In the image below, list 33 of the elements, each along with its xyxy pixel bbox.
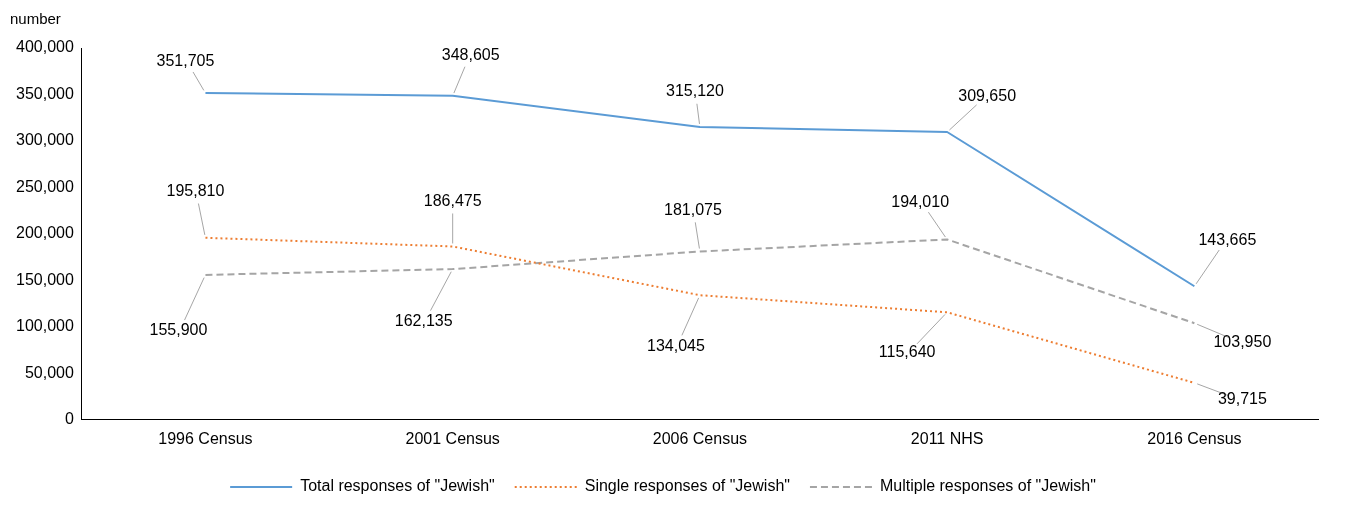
data-label: 155,900	[149, 321, 208, 339]
legend-label: Multiple responses of "Jewish"	[879, 477, 1096, 495]
y-tick-label: 0	[64, 410, 74, 428]
data-label: 194,010	[891, 192, 950, 210]
data-label: 186,475	[423, 191, 482, 209]
data-label: 348,605	[441, 46, 500, 64]
data-label: 134,045	[647, 336, 705, 354]
y-tick-label: 200,000	[15, 224, 74, 242]
data-label: 309,650	[958, 87, 1017, 105]
y-tick-label: 50,000	[24, 363, 74, 381]
y-tick-label: 150,000	[15, 270, 74, 288]
y-tick-label: 100,000	[15, 317, 74, 335]
legend-label: Total responses of "Jewish"	[300, 477, 495, 495]
data-label: 162,135	[394, 311, 453, 329]
data-label: 315,120	[666, 82, 724, 100]
data-label: 103,950	[1213, 332, 1272, 350]
data-label: 181,075	[664, 200, 722, 218]
x-tick-label: 2016 Census	[1147, 429, 1242, 447]
y-tick-label: 350,000	[15, 84, 74, 102]
x-tick-label: 2011 NHS	[910, 429, 984, 447]
data-label: 115,640	[878, 342, 936, 360]
x-tick-label: 1996 Census	[158, 429, 253, 447]
y-tick-label: 400,000	[15, 38, 74, 56]
data-label: 195,810	[166, 182, 225, 200]
x-tick-label: 2001 Census	[405, 429, 500, 447]
y-tick-label: 250,000	[15, 177, 74, 195]
y-axis-title: number	[10, 9, 61, 27]
y-tick-label: 300,000	[15, 131, 74, 149]
data-label: 39,715	[1217, 390, 1267, 408]
data-label: 351,705	[156, 52, 215, 70]
x-tick-label: 2006 Census	[652, 429, 748, 447]
data-label: 143,665	[1198, 230, 1257, 248]
legend-label: Single responses of "Jewish"	[584, 477, 790, 495]
